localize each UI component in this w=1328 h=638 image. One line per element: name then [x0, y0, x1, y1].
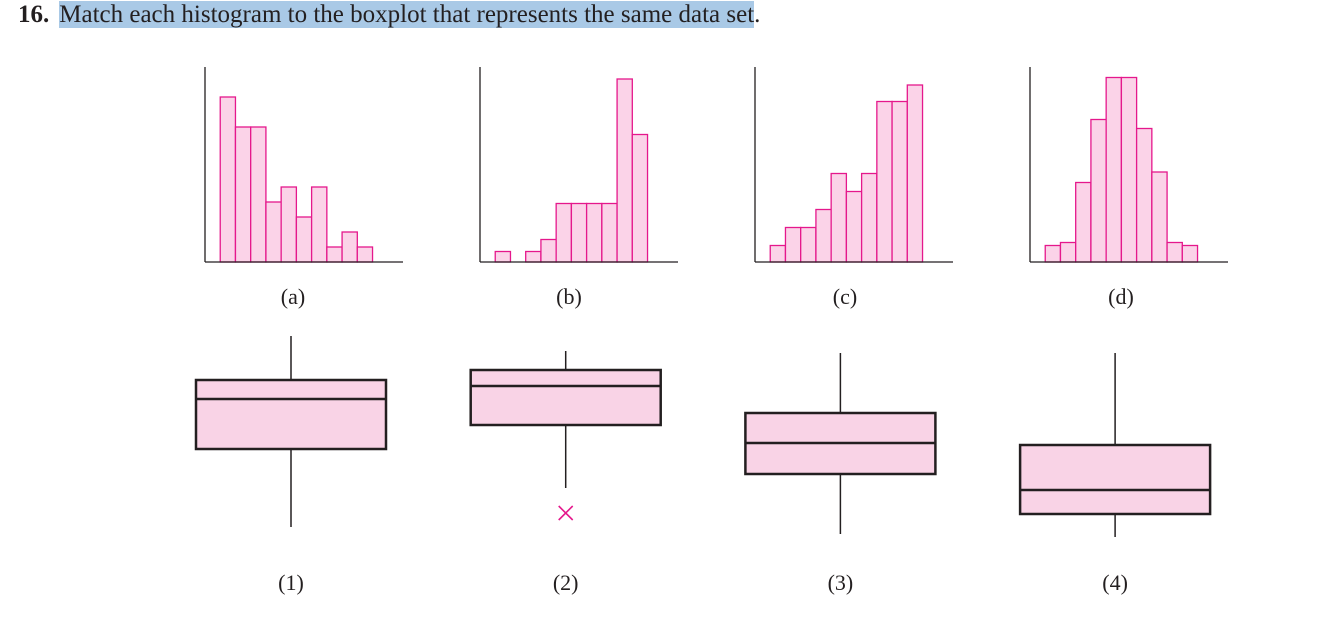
histogram-bar [341, 231, 358, 263]
histogram-bar [310, 186, 328, 263]
chart-label: (3) [828, 570, 854, 595]
histogram-bar [219, 96, 237, 263]
histogram-bar [830, 172, 848, 263]
histogram-bar [1181, 244, 1199, 263]
histogram-bar [784, 226, 802, 263]
histogram-bar [250, 126, 267, 263]
histogram-bar [570, 202, 588, 263]
histogram-bar [1166, 241, 1183, 263]
question: 16. Match each histogram to the boxplot t… [18, 0, 760, 30]
histogram-bar [525, 250, 542, 263]
box [469, 368, 662, 427]
question-end: . [754, 1, 761, 28]
chart-label: (b) [556, 284, 582, 309]
chart-label: (d) [1108, 284, 1134, 309]
histogram-bar [1075, 181, 1092, 263]
histogram-bar [815, 208, 832, 263]
histogram-bar [494, 250, 512, 263]
histogram-bar [265, 201, 282, 263]
histogram-bar [1090, 118, 1107, 263]
histogram-bar [845, 190, 863, 263]
chart-label: (1) [278, 570, 304, 595]
question-text: Match each histogram to the boxplot that… [59, 1, 755, 28]
chart-label: (2) [553, 570, 579, 595]
histogram-bar [601, 202, 618, 263]
chart-label: (a) [281, 284, 305, 309]
histogram-bar [1044, 244, 1062, 263]
histogram-bar [356, 246, 374, 263]
histogram-bar [1059, 241, 1077, 263]
histogram-bar [295, 216, 313, 263]
histogram-bar [280, 186, 298, 263]
histogram-bar [540, 238, 557, 263]
histogram-bar [555, 202, 573, 263]
histogram-bar [1135, 127, 1153, 263]
histogram-bar [1120, 76, 1138, 263]
histogram-bar [891, 100, 908, 263]
histogram-bar [769, 244, 787, 263]
box [1018, 443, 1212, 516]
histogram-bar [631, 133, 649, 263]
histogram-bar [616, 78, 633, 263]
histogram-bar [326, 246, 343, 263]
chart-label: (c) [833, 284, 857, 309]
histogram-bar [1151, 171, 1168, 263]
histogram-bar [585, 202, 603, 263]
box [194, 378, 388, 451]
outlier [558, 505, 574, 521]
histogram-bar [860, 172, 878, 263]
histogram-bar [800, 226, 817, 263]
question-number: 16. [18, 1, 50, 28]
histogram-bar [234, 126, 252, 263]
histogram-bar [1105, 76, 1123, 263]
histogram-bar [906, 84, 924, 263]
histogram-bar [876, 100, 893, 263]
chart-label: (4) [1102, 570, 1128, 595]
